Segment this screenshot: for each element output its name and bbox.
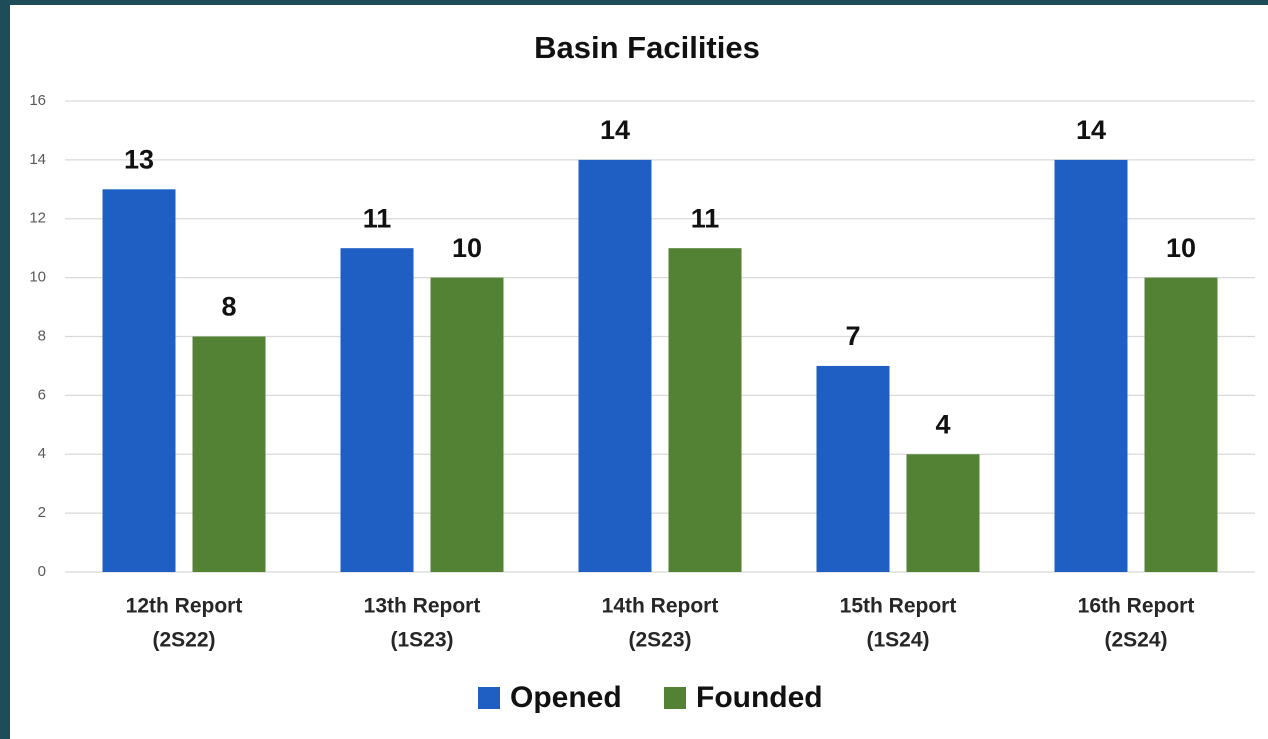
data-label: 10 — [452, 233, 482, 263]
bar — [192, 336, 266, 572]
x-tick-label: (2S24) — [1104, 629, 1167, 652]
legend-swatch — [664, 687, 686, 709]
y-tick-label: 10 — [29, 269, 46, 286]
x-tick-label: 16th Report — [1078, 595, 1195, 618]
bar — [816, 365, 890, 572]
bar — [578, 159, 652, 572]
y-tick-label: 14 — [29, 151, 46, 168]
data-label: 13 — [124, 144, 154, 174]
bar — [102, 189, 176, 572]
bar — [340, 248, 414, 572]
bar — [906, 454, 980, 572]
y-tick-label: 4 — [38, 445, 46, 462]
chart-title: Basin Facilities — [534, 30, 760, 65]
bar — [668, 248, 742, 572]
x-tick-label: 13th Report — [364, 595, 481, 618]
legend-swatch — [478, 687, 500, 709]
legend-label: Opened — [510, 681, 622, 714]
bar — [1054, 159, 1128, 572]
bar — [1144, 277, 1218, 572]
data-label: 14 — [600, 115, 630, 145]
x-tick-label: 14th Report — [602, 595, 719, 618]
data-label: 14 — [1076, 115, 1106, 145]
x-tick-label: (2S22) — [152, 629, 215, 652]
x-tick-label: (2S23) — [628, 629, 691, 652]
data-label: 7 — [845, 321, 860, 351]
x-tick-label: (1S23) — [390, 629, 453, 652]
data-label: 10 — [1166, 233, 1196, 263]
data-label: 11 — [691, 203, 720, 233]
x-tick-label: 15th Report — [840, 595, 957, 618]
y-tick-label: 2 — [38, 504, 46, 521]
y-tick-label: 12 — [29, 210, 46, 227]
data-label: 8 — [221, 292, 236, 322]
y-tick-label: 16 — [29, 92, 46, 109]
y-tick-label: 0 — [38, 563, 46, 580]
bar — [430, 277, 504, 572]
x-tick-label: (1S24) — [866, 629, 929, 652]
data-label: 11 — [363, 203, 392, 233]
x-tick-label: 12th Report — [126, 595, 243, 618]
y-tick-label: 6 — [38, 386, 46, 403]
legend-label: Founded — [696, 681, 823, 714]
data-label: 4 — [935, 409, 950, 439]
y-tick-label: 8 — [38, 327, 46, 344]
